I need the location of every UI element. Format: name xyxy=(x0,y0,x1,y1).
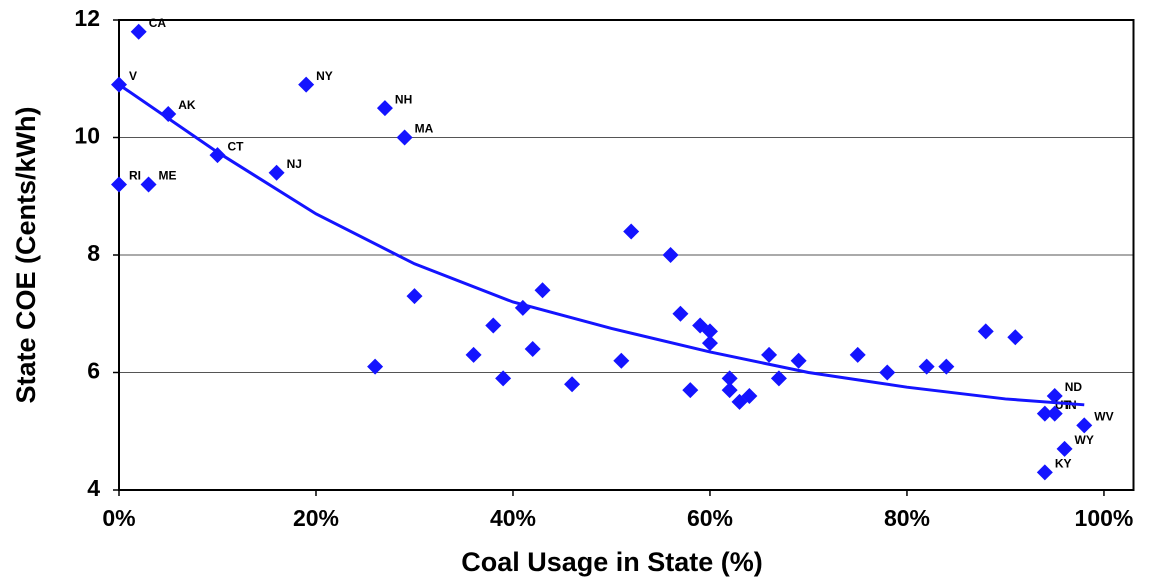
y-tick-label: 10 xyxy=(74,123,100,149)
point xyxy=(1036,464,1053,481)
point-label: NJ xyxy=(287,157,302,171)
point xyxy=(140,176,157,193)
point xyxy=(367,358,384,375)
x-tick-label: 20% xyxy=(293,505,339,531)
point xyxy=(111,176,127,193)
point-label: RI xyxy=(129,169,141,183)
point xyxy=(298,76,315,93)
point xyxy=(406,288,423,305)
point-label: NH xyxy=(395,92,412,106)
point xyxy=(1007,329,1024,346)
point xyxy=(721,370,738,387)
point xyxy=(376,100,393,117)
point-label: KY xyxy=(1055,457,1072,471)
point xyxy=(770,370,787,387)
point xyxy=(790,352,807,369)
point xyxy=(1046,405,1063,422)
trendline xyxy=(118,83,1085,407)
point xyxy=(721,382,738,399)
point xyxy=(130,23,147,40)
point xyxy=(849,346,866,363)
point xyxy=(741,388,758,404)
point xyxy=(977,323,994,340)
point xyxy=(396,129,413,146)
point-label: CA xyxy=(149,16,167,30)
point xyxy=(918,358,935,375)
point-label: UT xyxy=(1055,398,1072,412)
point xyxy=(524,341,541,357)
point xyxy=(495,370,512,387)
point-label: ME xyxy=(159,169,177,183)
point xyxy=(268,164,285,181)
y-tick-label: 8 xyxy=(87,240,100,266)
point-label: ND xyxy=(1065,380,1083,394)
y-axis-title: State COE (Cents/kWh) xyxy=(11,106,41,403)
point xyxy=(1076,417,1093,434)
y-tick-label: 12 xyxy=(74,5,100,31)
point-label: CT xyxy=(227,139,244,153)
point-label: NY xyxy=(316,69,333,83)
point xyxy=(938,358,955,375)
x-axis-title: Coal Usage in State (%) xyxy=(461,547,763,577)
point xyxy=(682,382,699,399)
point xyxy=(160,106,177,122)
x-tick-label: 60% xyxy=(687,505,733,531)
point-label: AK xyxy=(178,98,196,112)
point xyxy=(564,376,581,393)
point-label: WV xyxy=(1094,410,1113,424)
point xyxy=(613,352,630,369)
plot-border xyxy=(118,19,1135,491)
point xyxy=(879,364,896,381)
point xyxy=(465,346,482,363)
point-label: V xyxy=(129,69,137,83)
point xyxy=(701,335,718,352)
point xyxy=(672,305,689,322)
point xyxy=(761,346,778,363)
point xyxy=(1046,388,1063,404)
point xyxy=(1056,440,1073,457)
x-tick-label: 80% xyxy=(884,505,930,531)
point xyxy=(485,317,502,334)
point-label: WY xyxy=(1075,433,1094,447)
point xyxy=(534,282,551,299)
point xyxy=(701,323,718,340)
point-label: MA xyxy=(415,122,434,136)
x-tick-label: 0% xyxy=(102,505,135,531)
point xyxy=(662,247,679,263)
y-tick-label: 6 xyxy=(87,358,100,384)
x-tick-label: 100% xyxy=(1075,505,1134,531)
x-tick-label: 40% xyxy=(490,505,536,531)
y-tick-label: 4 xyxy=(87,475,100,501)
point xyxy=(1036,405,1053,422)
point xyxy=(623,223,640,240)
